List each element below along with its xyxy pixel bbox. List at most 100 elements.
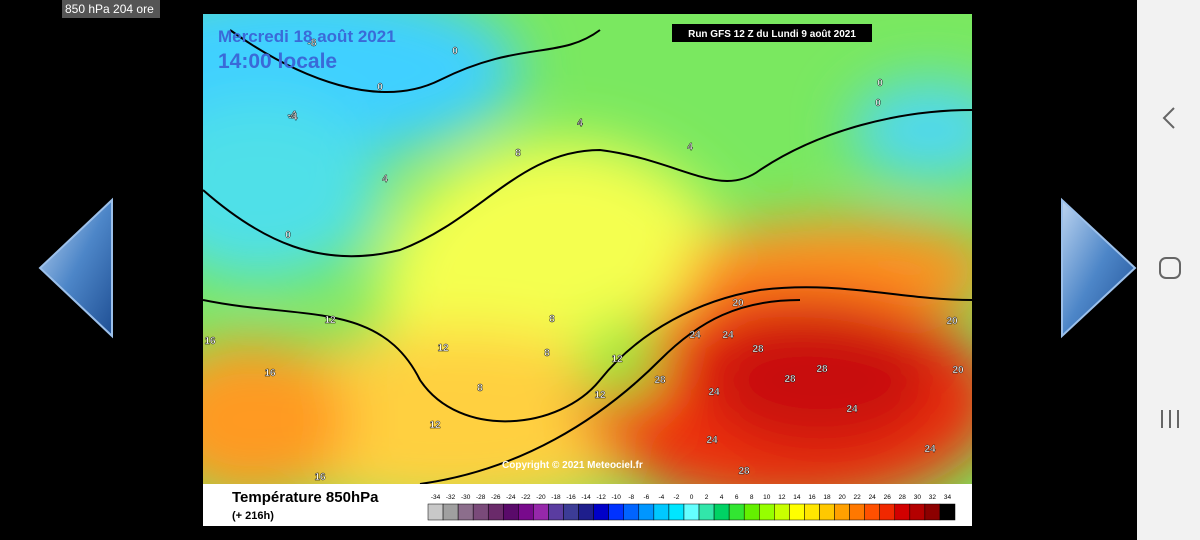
color-swatch xyxy=(578,503,594,521)
home-button[interactable] xyxy=(1159,257,1181,279)
color-swatch xyxy=(427,503,444,521)
colorbar-label: -6 xyxy=(643,494,649,501)
color-swatch xyxy=(894,503,911,521)
contour-label: 0 xyxy=(877,78,883,89)
colorbar-label: -30 xyxy=(461,494,471,501)
next-arrow[interactable] xyxy=(1061,197,1137,339)
colorbar-label: -8 xyxy=(628,494,634,501)
map-date: Mercredi 18 août 2021 xyxy=(218,27,396,46)
status-box xyxy=(62,0,160,18)
color-swatch xyxy=(789,503,805,521)
color-swatch xyxy=(728,503,745,521)
contour-label: 8 xyxy=(549,314,555,325)
colorbar-label: 12 xyxy=(778,494,786,501)
contour-label: 24 xyxy=(924,444,936,455)
color-swatch xyxy=(864,503,880,521)
contour-label: 28 xyxy=(816,364,828,375)
prev-arrow[interactable] xyxy=(38,197,113,339)
contour-label: 8 xyxy=(515,148,521,159)
contour-label: 0 xyxy=(452,46,458,57)
contour-label: 20 xyxy=(952,365,964,376)
colorbar-label: 10 xyxy=(763,494,771,501)
contour-label: 24 xyxy=(689,330,701,341)
color-swatch xyxy=(653,503,670,521)
color-swatch xyxy=(924,503,941,521)
colorbar-label: 4 xyxy=(720,494,724,501)
colorbar-label: -16 xyxy=(566,494,576,501)
contour-label: 12 xyxy=(324,315,336,326)
colorbar-label: -18 xyxy=(551,494,561,501)
color-swatch xyxy=(593,503,609,521)
colorbar-label: -28 xyxy=(476,494,486,501)
color-swatch xyxy=(698,503,715,521)
recents-button[interactable] xyxy=(1161,410,1179,428)
contour-label: 8 xyxy=(544,348,550,359)
colorbar-label: -22 xyxy=(521,494,531,501)
color-swatch xyxy=(638,503,655,521)
color-swatch xyxy=(939,503,956,521)
contour-label: 28 xyxy=(738,466,750,477)
contour-label: 0 xyxy=(285,230,291,241)
back-button[interactable] xyxy=(1162,107,1175,129)
contour-label: 28 xyxy=(752,344,764,355)
color-swatch xyxy=(533,503,549,521)
colorbar-label: 26 xyxy=(884,494,892,501)
color-swatch xyxy=(713,503,730,521)
contour-label: 16 xyxy=(314,472,326,483)
color-swatch xyxy=(563,503,579,521)
run-text: Run GFS 12 Z du Lundi 9 août 2021 xyxy=(688,29,856,40)
contour-label: 28 xyxy=(784,374,796,385)
contour-label: 20 xyxy=(946,316,958,327)
map: -8 -4 0 0 0 4 4 4 8 8 8 12 12 12 12 16 16 16 20 20 24 24 24 28 2… xyxy=(203,14,972,484)
copyright: Copyright © 2021 Meteociel.fr xyxy=(502,460,643,471)
contour-label: 4 xyxy=(687,142,693,153)
contour-label: 24 xyxy=(722,330,734,341)
colorbar-label: 0 xyxy=(690,494,694,501)
colorbar-label: 16 xyxy=(808,494,816,501)
contour-label: 4 xyxy=(577,118,583,129)
color-swatch xyxy=(834,503,850,521)
colorbar-label: -26 xyxy=(491,494,501,501)
color-swatch xyxy=(849,503,865,521)
color-swatch xyxy=(879,503,896,521)
colorbar-label: 14 xyxy=(793,494,801,501)
contour-label: 12 xyxy=(611,354,623,365)
color-swatch xyxy=(472,503,489,521)
temperature-field xyxy=(203,14,972,484)
colorbar-label: -14 xyxy=(581,494,591,501)
legend-subtitle: (+ 216h) xyxy=(232,510,274,522)
colorbar-label: -2 xyxy=(674,494,680,501)
color-swatch xyxy=(442,503,459,521)
colorbar-label: -24 xyxy=(506,494,516,501)
colorbar-label: 28 xyxy=(899,494,907,501)
contour-labels: -8 -4 0 0 0 4 4 4 8 8 8 12 12 12 12 16 16 16 20 20 24 24 24 28 2… xyxy=(204,38,964,483)
color-swatch xyxy=(487,503,504,521)
legend-title: Température 850hPa xyxy=(232,489,379,506)
contour-label: 24 xyxy=(706,435,718,446)
colorbar-label: 8 xyxy=(750,494,754,501)
colorbar-label: 2 xyxy=(705,494,709,501)
contour-label: 4 xyxy=(577,118,583,129)
colorbar-label: -4 xyxy=(658,494,664,501)
colorbar-label: -10 xyxy=(612,494,622,501)
color-swatch xyxy=(909,503,926,521)
contour-label: 8 xyxy=(477,383,483,394)
map-time: 14:00 locale xyxy=(218,50,337,73)
color-swatch xyxy=(774,503,790,521)
colorbar-label: -34 xyxy=(431,494,441,501)
contour-label: 24 xyxy=(708,387,720,398)
contour-label: -4 xyxy=(288,110,297,121)
color-swatch xyxy=(819,503,835,521)
colorbar-label: -32 xyxy=(446,494,456,501)
contour-label: 0 xyxy=(875,98,881,109)
run-box xyxy=(672,24,872,42)
contour-label: -8 xyxy=(308,38,317,49)
color-swatch xyxy=(668,503,685,521)
colorbar-label: 22 xyxy=(854,494,862,501)
contours xyxy=(203,29,972,484)
contour-label: 16 xyxy=(204,336,216,347)
color-swatch xyxy=(804,503,820,521)
colorbar: -34 -32 -30 -28 -26 -24 -22 -20 -18 -16 -14 -12 -10-… xyxy=(427,494,956,521)
contour-label: 24 xyxy=(846,404,858,415)
